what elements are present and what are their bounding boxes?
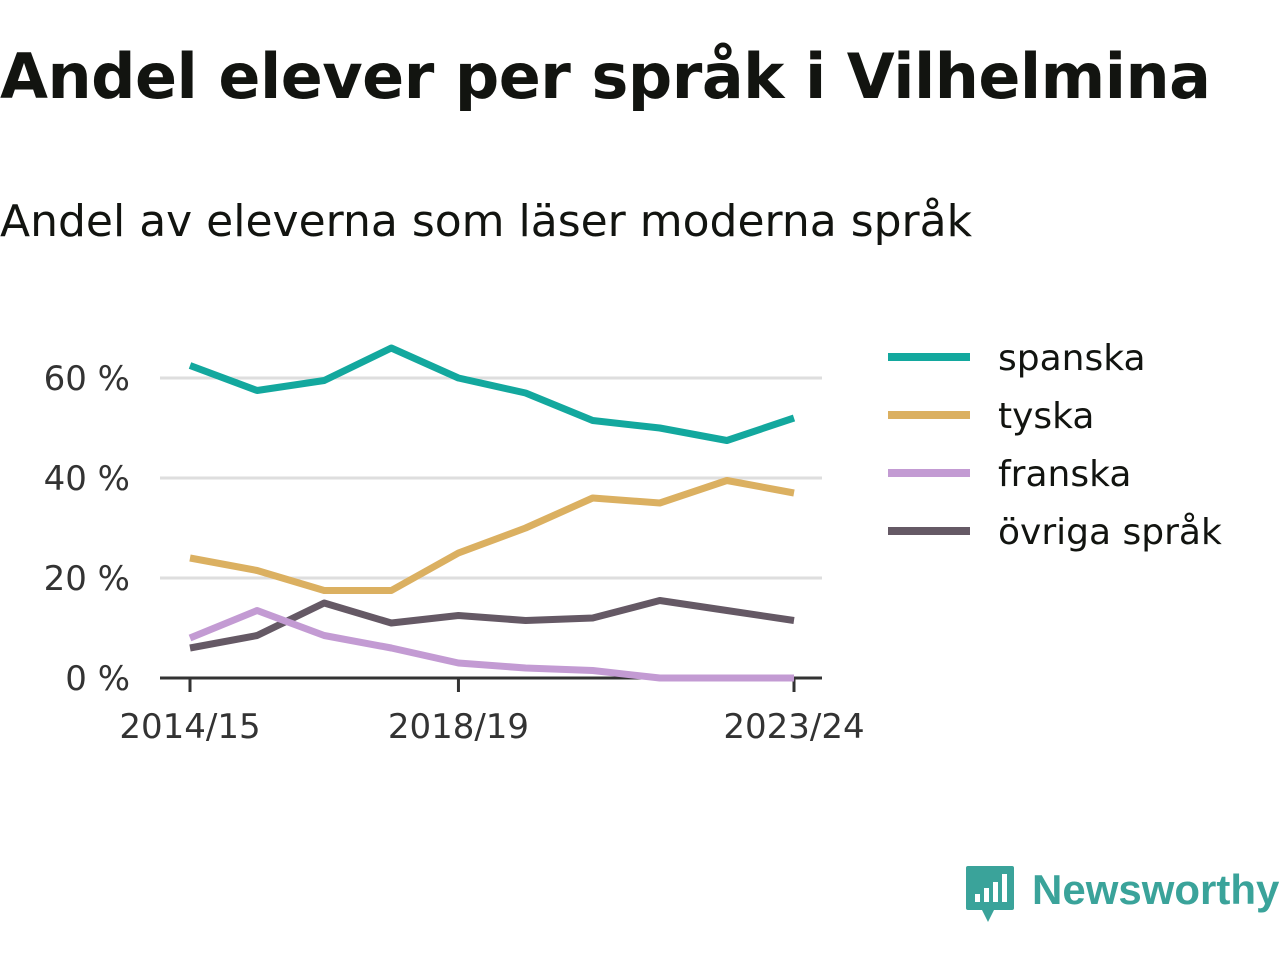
series-lines bbox=[188, 344, 796, 682]
legend: spanska tyska franska övriga språk bbox=[888, 338, 1222, 553]
x-tick-label: 2023/24 bbox=[723, 707, 864, 747]
x-axis-ticks: 2014/15 2018/19 2023/24 bbox=[119, 678, 865, 747]
y-axis-ticks: 0 % 20 % 40 % 60 % bbox=[44, 359, 130, 699]
series-line-0 bbox=[188, 344, 796, 444]
chart-subtitle: Andel av eleverna som läser moderna språ… bbox=[0, 196, 973, 247]
legend-label: tyska bbox=[998, 396, 1094, 437]
y-tick-label: 60 % bbox=[44, 359, 130, 399]
brand-name: Newsworthy bbox=[1032, 866, 1280, 913]
grid-lines bbox=[160, 376, 822, 580]
legend-label: franska bbox=[998, 454, 1131, 495]
series-line-3 bbox=[189, 597, 795, 652]
y-tick-label: 20 % bbox=[44, 559, 130, 599]
y-tick-label: 0 % bbox=[65, 659, 130, 699]
series-line-1 bbox=[189, 477, 795, 594]
newsworthy-logo: Newsworthy bbox=[964, 864, 1280, 928]
y-tick-label: 40 % bbox=[44, 459, 130, 499]
chart-title: Andel elever per språk i Vilhelmina bbox=[0, 40, 1211, 113]
series-line-2 bbox=[188, 607, 794, 682]
x-tick-label: 2014/15 bbox=[119, 707, 260, 747]
x-tick-label: 2018/19 bbox=[388, 707, 529, 747]
legend-label: spanska bbox=[998, 338, 1146, 379]
legend-label: övriga språk bbox=[998, 512, 1222, 553]
chart-bubble-icon bbox=[966, 866, 1014, 922]
